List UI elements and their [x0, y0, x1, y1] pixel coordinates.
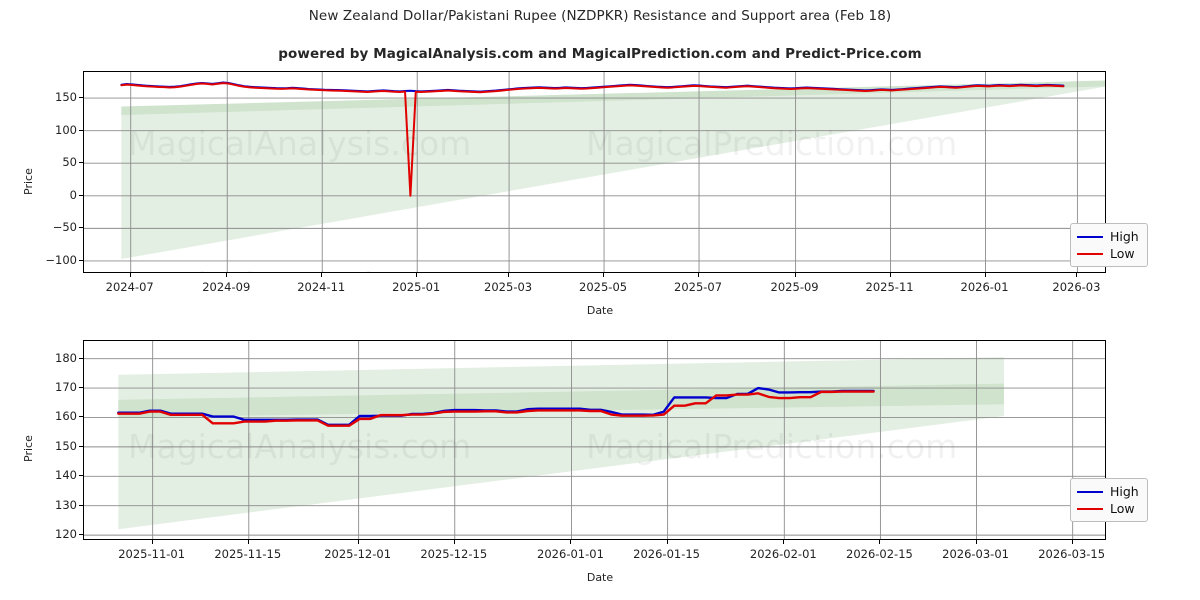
- y-tick-mark: [79, 534, 83, 536]
- x-tick-mark: [129, 273, 131, 277]
- y-tick-mark: [79, 445, 83, 447]
- y-tick-mark: [79, 129, 83, 131]
- detail-x-axis-label: Date: [586, 571, 614, 584]
- legend-swatch-low-detail: [1077, 507, 1103, 510]
- y-tick-label: 140: [55, 468, 77, 483]
- x-tick-label: 2024-11: [297, 280, 346, 294]
- y-tick-label: 100: [55, 122, 77, 137]
- legend-swatch-low: [1077, 252, 1103, 255]
- overview-legend[interactable]: High Low: [1070, 223, 1148, 267]
- legend-row-high-detail[interactable]: High: [1077, 483, 1139, 500]
- x-tick-label: 2025-03: [484, 280, 533, 294]
- x-tick-label: 2026-02-15: [846, 547, 913, 561]
- series-line-low: [120, 82, 1065, 197]
- overview-y-axis-label: Price: [22, 168, 35, 195]
- y-tick-mark: [79, 504, 83, 506]
- y-tick-label: 0: [69, 187, 77, 202]
- detail-plot-svg: [84, 341, 1105, 539]
- legend-row-low[interactable]: Low: [1077, 245, 1139, 262]
- y-tick-label: 120: [55, 527, 77, 542]
- x-tick-label: 2025-01: [392, 280, 441, 294]
- legend-row-low-detail[interactable]: Low: [1077, 500, 1139, 517]
- legend-label-high-detail: High: [1110, 484, 1139, 499]
- y-tick-mark: [79, 416, 83, 418]
- x-tick-mark: [357, 540, 359, 544]
- x-tick-label: 2025-09: [770, 280, 819, 294]
- x-tick-label: 2026-03-15: [1038, 547, 1106, 561]
- x-tick-mark: [416, 273, 418, 277]
- x-tick-mark: [698, 273, 700, 277]
- y-tick-label: 150: [55, 438, 77, 453]
- overview-chart-panel: MagicalAnalysis.com MagicalPrediction.co…: [83, 71, 1148, 273]
- x-tick-mark: [603, 273, 605, 277]
- x-tick-mark: [247, 540, 249, 544]
- x-tick-label: 2026-03-01: [942, 547, 1009, 561]
- band-resistance-support-wedge: [121, 84, 1105, 260]
- x-tick-label: 2026-02-01: [749, 547, 817, 561]
- x-tick-mark: [453, 540, 455, 544]
- x-tick-label: 2025-12-01: [324, 547, 392, 561]
- y-tick-mark: [79, 162, 83, 164]
- x-tick-label: 2024-07: [105, 280, 154, 294]
- y-tick-label: 180: [55, 350, 77, 365]
- legend-label-high: High: [1110, 229, 1139, 244]
- page-title: New Zealand Dollar/Pakistani Rupee (NZDP…: [308, 8, 892, 24]
- detail-y-axis-label: Price: [22, 435, 35, 462]
- y-tick-mark: [79, 387, 83, 389]
- x-tick-mark: [794, 273, 796, 277]
- overview-plot-area: MagicalAnalysis.com MagicalPrediction.co…: [83, 71, 1106, 273]
- x-tick-label: 2026-01-01: [537, 547, 604, 561]
- y-tick-label: −100: [45, 252, 77, 267]
- y-tick-mark: [79, 194, 83, 196]
- legend-swatch-high-detail: [1077, 490, 1103, 493]
- legend-label-low-detail: Low: [1110, 501, 1135, 516]
- y-tick-label: 170: [55, 380, 77, 395]
- legend-row-high[interactable]: High: [1077, 228, 1139, 245]
- x-tick-mark: [984, 273, 986, 277]
- y-tick-mark: [79, 475, 83, 477]
- detail-plot-area: MagicalAnalysis.com MagicalPrediction.co…: [83, 340, 1106, 540]
- x-tick-mark: [879, 540, 881, 544]
- y-tick-mark: [79, 357, 83, 359]
- x-tick-mark: [226, 273, 228, 277]
- x-tick-mark: [151, 540, 153, 544]
- x-tick-mark: [889, 273, 891, 277]
- x-tick-mark: [783, 540, 785, 544]
- band-resistance-support-wedge: [118, 357, 1005, 530]
- x-tick-label: 2026-01: [960, 280, 1009, 294]
- legend-label-low: Low: [1110, 246, 1135, 261]
- detail-chart-panel: MagicalAnalysis.com MagicalPrediction.co…: [83, 340, 1148, 540]
- y-tick-label: 160: [55, 409, 77, 424]
- y-tick-mark: [79, 227, 83, 229]
- overview-x-axis-label: Date: [586, 304, 614, 317]
- overview-plot-svg: [84, 72, 1105, 272]
- x-tick-label: 2026-03: [1052, 280, 1101, 294]
- x-tick-label: 2025-11-15: [214, 547, 282, 561]
- x-tick-label: 2025-07: [674, 280, 723, 294]
- y-tick-mark: [79, 259, 83, 261]
- series-line-low: [117, 390, 875, 427]
- x-tick-label: 2026-01-15: [633, 547, 700, 561]
- y-tick-label: 150: [55, 90, 77, 105]
- x-tick-mark: [1076, 273, 1078, 277]
- x-tick-mark: [975, 540, 977, 544]
- x-tick-mark: [570, 540, 572, 544]
- x-tick-mark: [508, 273, 510, 277]
- y-tick-label: −50: [52, 220, 77, 235]
- x-tick-mark: [321, 273, 323, 277]
- y-tick-label: 130: [55, 497, 77, 512]
- x-tick-label: 2025-11: [865, 280, 914, 294]
- x-tick-label: 2024-09: [202, 280, 251, 294]
- x-tick-mark: [666, 540, 668, 544]
- page-subtitle: powered by MagicalAnalysis.com and Magic…: [278, 46, 922, 62]
- x-tick-label: 2025-11-01: [118, 547, 186, 561]
- x-tick-mark: [1071, 540, 1073, 544]
- y-tick-mark: [79, 97, 83, 99]
- x-tick-label: 2025-05: [579, 280, 628, 294]
- detail-legend[interactable]: High Low: [1070, 478, 1148, 522]
- legend-swatch-high: [1077, 235, 1103, 238]
- x-tick-label: 2025-12-15: [420, 547, 488, 561]
- y-tick-label: 50: [62, 155, 77, 170]
